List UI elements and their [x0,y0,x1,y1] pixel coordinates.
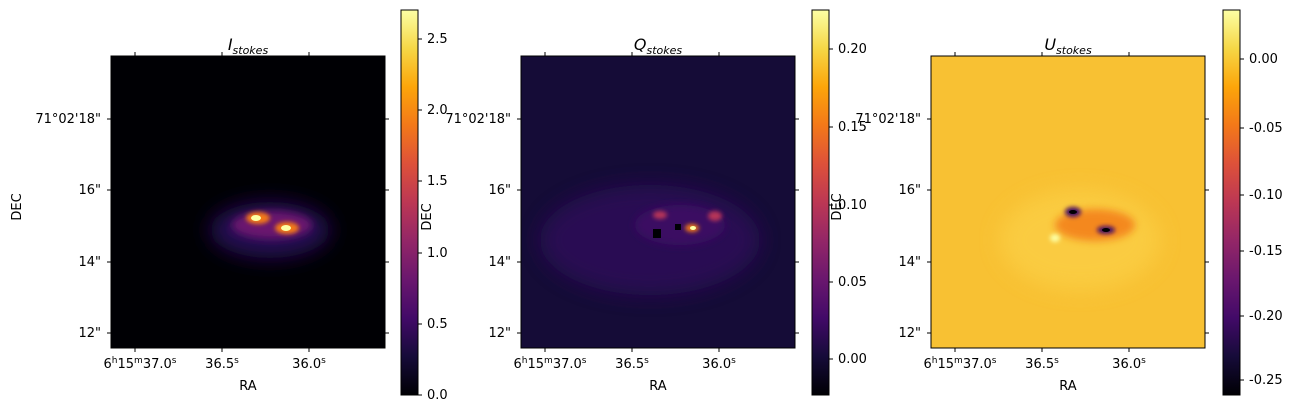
i-ytick-label-3: 14" [78,255,101,270]
q-xtick-label-1: 6h15m37.0s [514,356,587,372]
q-colorbar [811,9,830,396]
u-cbar-label-1: -0.05 [1249,121,1283,136]
q-colorbar-ticks [829,48,833,360]
i-xtick-label-1: 6h15m37.0s [104,356,177,372]
q-ytick-label-1: 71°02'18" [445,112,511,127]
q-ytick-label-4: 12" [488,326,511,341]
i-cbar-label-0: 0.0 [427,388,448,403]
u-xlabel: RA [1059,379,1077,394]
q-ylabel: DEC [420,203,435,230]
i-image-background [111,56,385,348]
i-xlabel: RA [239,379,257,394]
i-cbar-label-1: 0.5 [427,317,448,332]
q-cbar-label-4: 0.20 [838,42,867,57]
u-colorbar [1222,9,1241,396]
panel-i-stokes: Istokes 6h15m37.0s 36.5s 36.0s RA 71°02'… [10,9,448,403]
u-cbar-label-4: -0.20 [1249,309,1283,324]
q-xtick-label-3: 36.0s [702,356,736,372]
u-image-emission [1000,190,1160,290]
q-cbar-label-3: 0.15 [838,120,867,135]
u-title: Ustokes [1044,35,1092,57]
q-ytick-label-3: 14" [488,255,511,270]
u-axes-frame [930,55,1206,349]
i-ytick-label-2: 16" [78,183,101,198]
panel-q-stokes: Qstokes 6h15m37.0s 36.5s 36.0s RA 71°02'… [420,9,867,396]
q-title: Qstokes [634,35,683,57]
u-ytick-label-3: 14" [898,255,921,270]
i-ticks [107,52,389,352]
panel-u-stokes: Ustokes 6h15m37.0s 36.5s 36.0s RA 71°02'… [830,9,1283,396]
u-ytick-label-2: 16" [898,183,921,198]
u-ylabel: DEC [830,193,845,220]
q-ytick-label-2: 16" [488,183,511,198]
u-cbar-label-3: -0.15 [1249,244,1283,259]
q-cbar-label-2: 0.10 [838,198,867,213]
u-xtick-label-2: 36.5s [1025,356,1059,372]
q-xlabel: RA [649,379,667,394]
u-xtick-label-3: 36.0s [1112,356,1146,372]
i-xtick-label-2: 36.5s [205,356,239,372]
i-cbar-label-4: 2.0 [427,103,448,118]
i-cbar-label-3: 1.5 [427,174,448,189]
q-cbar-label-0: 0.00 [838,352,867,367]
q-axes-frame [520,55,796,349]
i-xtick-label-3: 36.0s [292,356,326,372]
i-colorbar [400,9,419,396]
i-ytick-label-4: 12" [78,326,101,341]
q-xtick-label-2: 36.5s [615,356,649,372]
i-image-emission [210,202,330,258]
q-ticks [517,52,799,352]
i-title: Istokes [228,35,269,57]
i-cbar-label-5: 2.5 [427,32,448,47]
i-ytick-label-1: 71°02'18" [35,112,101,127]
u-ticks [927,52,1209,352]
u-cbar-label-5: -0.25 [1249,373,1283,388]
u-colorbar-ticks [1240,58,1244,381]
u-ytick-label-1: 71°02'18" [855,112,921,127]
q-cbar-label-1: 0.05 [838,275,867,290]
u-ytick-label-4: 12" [898,326,921,341]
u-cbar-label-2: -0.10 [1249,188,1283,203]
i-ylabel: DEC [10,193,25,220]
i-cbar-label-2: 1.0 [427,246,448,261]
u-cbar-label-0: 0.00 [1249,52,1278,67]
i-axes-frame [110,55,386,349]
i-colorbar-ticks [418,38,422,396]
u-xtick-label-1: 6h15m37.0s [924,356,997,372]
q-image-emission [540,185,760,295]
